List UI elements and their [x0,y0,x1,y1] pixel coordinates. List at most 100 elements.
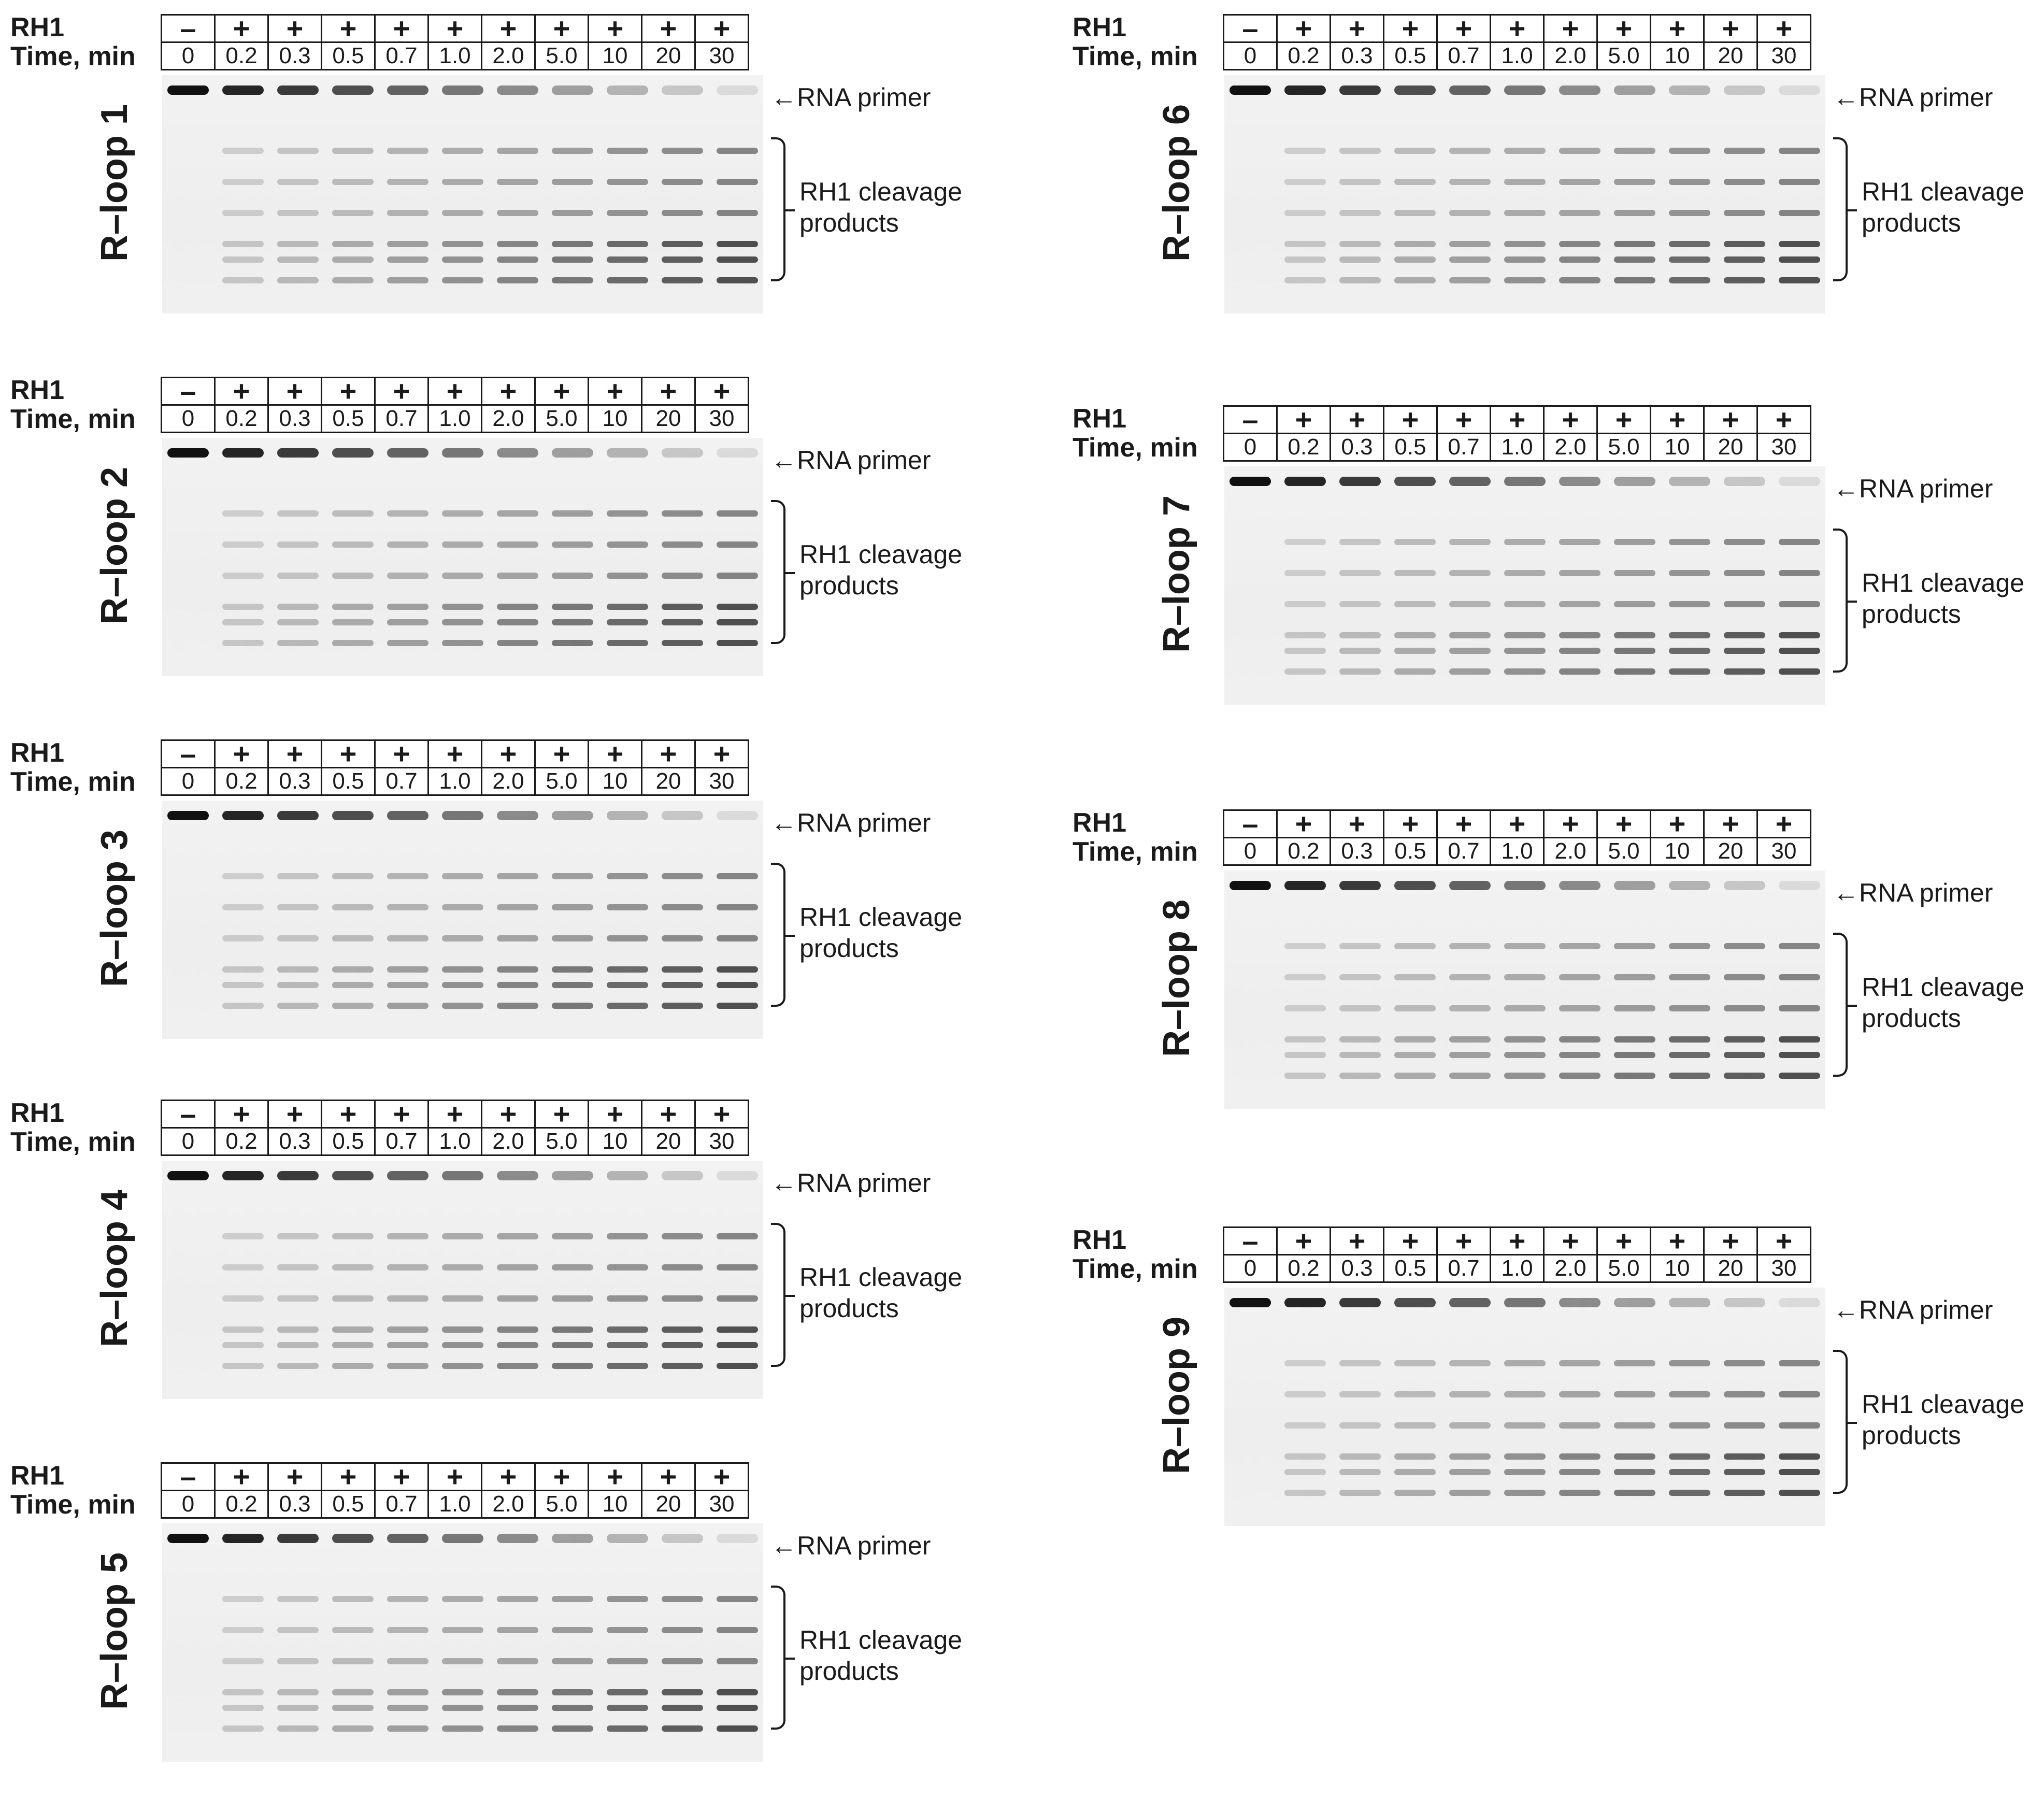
gel-lane [1719,871,1770,1109]
primer-band [1284,1298,1326,1307]
time-row: 0 0.2 0.3 0.5 0.7 1.0 2.0 5.0 10 20 30 [161,1127,749,1156]
product-band [717,510,758,517]
rh1-sign-cell: + [1276,1226,1331,1255]
product-band [277,1596,319,1602]
gel-lane [327,1523,379,1762]
primer-band [332,85,374,95]
product-band [1614,179,1655,185]
rh1-label: RH1 [10,1461,65,1491]
product-band [1724,668,1765,675]
product-band [332,256,374,263]
product-band [442,256,483,263]
primer-band [552,85,593,95]
product-band [222,1326,264,1333]
primer-band [662,1534,703,1543]
primer-band [497,448,538,458]
product-band [717,1233,758,1239]
product-band [552,541,593,548]
product-band [552,1596,593,1602]
product-band [222,873,264,879]
product-band [332,1596,374,1602]
time-cell: 1.0 [1490,837,1545,866]
rh1-sign-cell: + [1596,14,1651,43]
primer-band [1724,1298,1765,1307]
gel-lane [272,75,324,313]
time-cell: 0.3 [1330,41,1384,70]
primer-band [387,811,428,820]
rh1-sign-cell: + [1596,809,1651,838]
primer-band [1559,1298,1600,1307]
product-band [332,619,374,625]
product-band [1724,1073,1765,1079]
product-band [387,982,428,988]
time-row: 0 0.2 0.3 0.5 0.7 1.0 2.0 5.0 10 20 30 [161,767,749,796]
product-band [387,1689,428,1695]
rh1-row: – + + + + + + + + + + [161,739,749,768]
time-cell: 0 [1223,837,1278,866]
product-band [607,982,648,988]
rna-primer-label: ←RNA primer [771,808,931,837]
rh1-sign-cell: + [1383,1226,1438,1255]
product-band [1724,256,1765,263]
rh1-sign-cell: + [481,377,536,406]
product-band [332,604,374,610]
product-band [1284,668,1326,675]
cleavage-products-line2: products [799,208,899,237]
primer-band [1230,85,1271,95]
gel-lane [1554,871,1606,1109]
primer-band [552,811,593,820]
product-band [1449,601,1491,607]
gel-lane [1609,871,1661,1109]
primer-band [552,1534,593,1543]
primer-band [717,448,758,458]
primer-band [552,1171,593,1180]
primer-band [222,1534,264,1543]
product-band [442,241,483,247]
product-band [662,982,703,988]
product-band [497,210,538,216]
cleavage-products-line1: RH1 cleavage [1862,1390,2025,1419]
product-band [222,1596,264,1602]
time-cell: 20 [1703,433,1758,462]
rh1-sign-cell: + [267,1462,322,1491]
product-band [1614,148,1655,154]
primer-band [1779,85,1820,95]
product-band [662,1689,703,1695]
rh1-label: RH1 [10,375,65,405]
product-band [277,1295,319,1302]
time-cell: 0 [161,404,216,433]
product-band [552,640,593,646]
cleavage-products-line1: RH1 cleavage [799,177,963,206]
time-cell: 0.7 [1436,41,1491,70]
product-band [607,1596,648,1602]
product-band [1559,1469,1600,1475]
product-band [552,1689,593,1695]
product-band [1449,1036,1491,1043]
product-band [1449,570,1491,576]
gel-panel: RH1 Time, min – + + + + + + + + + +0 0.2 0.3 0.5 0.7 1.0 2… [10,738,995,1075]
cleavage-products-label: RH1 cleavage products [1862,1389,2024,1451]
primer-band [1230,477,1271,486]
gel-lane [656,1523,708,1762]
primer-band [387,1534,428,1543]
product-band [552,1003,593,1009]
rh1-sign-cell: + [321,14,376,43]
product-band [552,904,593,910]
product-band [332,1627,374,1633]
product-band [1669,539,1710,545]
product-band [1614,1005,1655,1011]
product-band [332,1326,374,1333]
primer-band [167,448,209,458]
primer-band [717,811,758,820]
product-band [1559,1490,1600,1496]
rna-primer-label: ←RNA primer [771,83,931,112]
primer-band [1669,881,1710,890]
cleavage-products-line1: RH1 cleavage [799,540,963,569]
product-band [1449,210,1491,216]
time-label: Time, min [10,767,136,797]
product-band [332,1658,374,1664]
time-cell: 0.7 [374,1127,429,1156]
product-band [1669,943,1710,949]
rh1-sign-cell: + [267,1100,322,1129]
product-band [332,640,374,646]
